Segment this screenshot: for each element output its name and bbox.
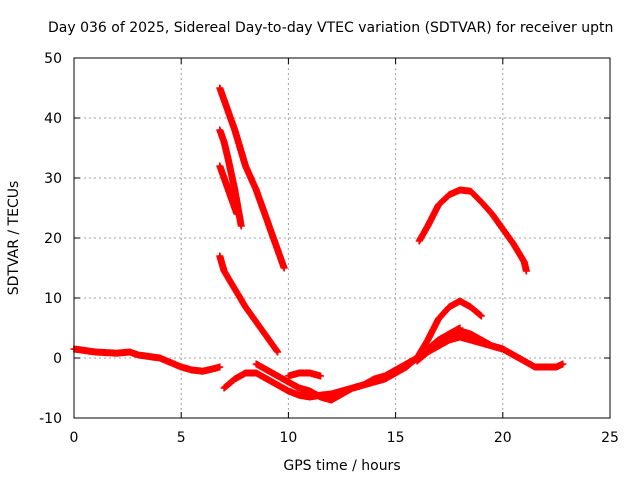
y-axis-label: SDTVAR / TECUs bbox=[6, 181, 22, 296]
x-tick-label: 10 bbox=[279, 430, 297, 446]
x-axis-label: GPS time / hours bbox=[283, 458, 400, 474]
data-marks bbox=[70, 84, 567, 404]
y-tick-label: 50 bbox=[44, 51, 62, 67]
series-markers bbox=[216, 84, 288, 272]
series-pass-32 bbox=[216, 162, 241, 218]
series-pass-arc bbox=[415, 186, 530, 275]
x-tick-label: 0 bbox=[70, 430, 79, 446]
x-tick-label: 25 bbox=[601, 430, 619, 446]
series-pass-late-b bbox=[456, 327, 507, 353]
series-pass-38 bbox=[216, 126, 245, 230]
x-tick-label: 15 bbox=[387, 430, 405, 446]
y-tick-label: 0 bbox=[53, 351, 62, 367]
series-pass-17 bbox=[216, 252, 282, 356]
series-markers bbox=[415, 186, 530, 275]
series-markers bbox=[216, 252, 282, 356]
y-tick-label: -10 bbox=[39, 411, 62, 427]
y-tick-label: 20 bbox=[44, 231, 62, 247]
series-markers bbox=[216, 162, 241, 218]
x-tick-label: 5 bbox=[177, 430, 186, 446]
y-tick-label: 40 bbox=[44, 111, 62, 127]
series-markers bbox=[456, 327, 507, 353]
x-tick-label: 20 bbox=[494, 430, 512, 446]
series-markers bbox=[284, 369, 325, 380]
y-tick-label: 30 bbox=[44, 171, 62, 187]
axis-ticks: 0 5 10 15 20 25 -10 0 10 20 30 40 50 bbox=[39, 51, 619, 446]
series-markers bbox=[216, 126, 245, 230]
series-pass-low-c bbox=[284, 369, 325, 380]
series-pass-45 bbox=[216, 84, 288, 272]
chart-title: Day 036 of 2025, Sidereal Day-to-day VTE… bbox=[48, 20, 613, 36]
y-tick-label: 10 bbox=[44, 291, 62, 307]
